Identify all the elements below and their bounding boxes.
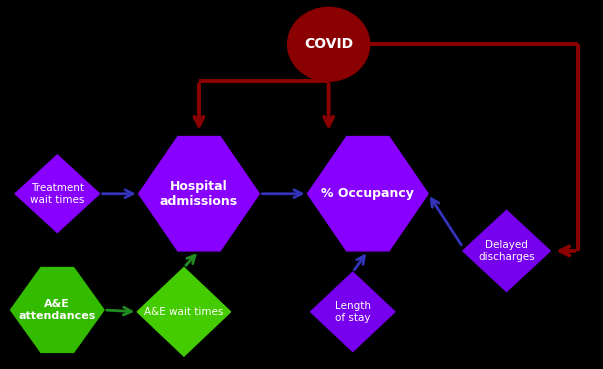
Polygon shape [139,137,259,251]
Text: COVID: COVID [304,37,353,51]
Ellipse shape [288,7,370,81]
Polygon shape [308,137,428,251]
Text: Delayed
discharges: Delayed discharges [478,240,535,262]
Polygon shape [311,272,395,351]
Text: Hospital
admissions: Hospital admissions [160,180,238,208]
Text: % Occupancy: % Occupancy [321,187,414,200]
Text: A&E wait times: A&E wait times [144,307,224,317]
Polygon shape [463,210,550,292]
Polygon shape [10,268,104,352]
Text: A&E
attendances: A&E attendances [19,299,96,321]
Text: Length
of stay: Length of stay [335,301,371,323]
Text: Treatment
wait times: Treatment wait times [30,183,84,204]
Polygon shape [15,155,99,232]
Polygon shape [137,268,230,356]
